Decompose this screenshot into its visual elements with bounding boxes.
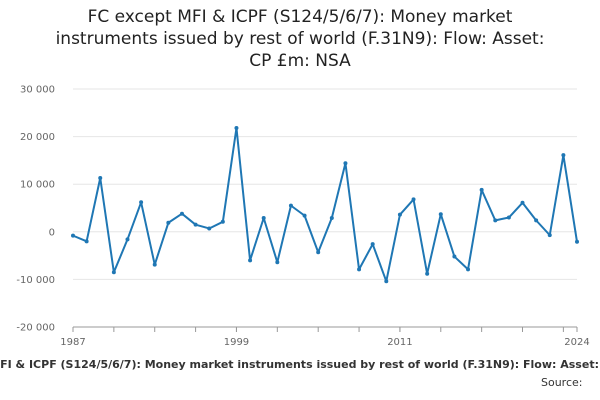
data-point bbox=[493, 218, 498, 223]
data-point bbox=[152, 262, 157, 267]
data-point bbox=[71, 233, 75, 238]
data-point bbox=[397, 212, 402, 217]
x-tick-label: 1999 bbox=[224, 337, 249, 348]
data-point bbox=[207, 226, 212, 231]
data-point bbox=[506, 215, 511, 220]
y-tick-label: 10 000 bbox=[20, 180, 55, 191]
footer-title: FC except MFI & ICPF (S124/5/6/7): Money… bbox=[0, 358, 600, 371]
data-point bbox=[425, 271, 430, 276]
data-point bbox=[520, 200, 525, 205]
y-tick-label: -20 000 bbox=[16, 323, 55, 334]
data-point bbox=[575, 239, 579, 244]
data-point bbox=[125, 237, 130, 242]
chart-title-line-2: instruments issued by rest of world (F.3… bbox=[55, 29, 545, 49]
data-point bbox=[193, 222, 198, 227]
data-point bbox=[302, 213, 307, 218]
data-point bbox=[248, 258, 253, 263]
x-tick-label: 2011 bbox=[387, 337, 412, 348]
y-tick-label: -10 000 bbox=[16, 275, 55, 286]
data-point bbox=[411, 197, 416, 202]
footer-source-strip: Source: bbox=[0, 376, 600, 396]
chart-title-line-3: CP £m: NSA bbox=[249, 51, 351, 71]
series bbox=[72, 127, 578, 283]
data-point bbox=[111, 270, 116, 275]
data-point bbox=[438, 212, 443, 217]
data-point bbox=[139, 200, 144, 205]
data-point bbox=[316, 250, 321, 255]
y-tick-label: 30 000 bbox=[20, 85, 55, 96]
footer-title-strip: FC except MFI & ICPF (S124/5/6/7): Money… bbox=[0, 358, 600, 378]
data-point bbox=[357, 267, 362, 272]
data-point bbox=[384, 279, 389, 284]
data-point bbox=[166, 220, 171, 225]
data-point bbox=[343, 161, 348, 166]
data-points bbox=[71, 126, 579, 284]
data-point bbox=[479, 187, 484, 192]
y-tick-label: 20 000 bbox=[20, 132, 55, 143]
data-point bbox=[547, 233, 552, 238]
data-point bbox=[561, 153, 566, 158]
y-tick-label: 0 bbox=[49, 227, 55, 238]
data-point bbox=[234, 126, 239, 131]
data-point bbox=[98, 176, 103, 181]
data-point bbox=[261, 215, 266, 220]
footer-source: Source: bbox=[541, 376, 583, 389]
axes bbox=[72, 326, 578, 332]
data-point bbox=[534, 218, 539, 223]
data-point bbox=[288, 203, 293, 208]
x-tick-label: 2024 bbox=[564, 337, 589, 348]
x-axis-ticks: 1987 1999 2011 2024 bbox=[60, 337, 589, 348]
data-point bbox=[84, 239, 89, 244]
chart-title-line-1: FC except MFI & ICPF (S124/5/6/7): Money… bbox=[87, 7, 513, 27]
x-tick-label: 1987 bbox=[60, 337, 85, 348]
data-point bbox=[466, 267, 471, 272]
data-point bbox=[452, 254, 457, 259]
data-point bbox=[370, 242, 375, 247]
data-point bbox=[220, 219, 225, 224]
data-point bbox=[179, 211, 184, 216]
data-point bbox=[329, 215, 334, 220]
data-point bbox=[275, 260, 280, 265]
gridlines bbox=[73, 88, 577, 280]
series-line bbox=[72, 127, 578, 283]
y-axis-ticks: -20 000 -10 000 0 10 000 20 000 30 000 bbox=[16, 85, 55, 334]
chart-title: FC except MFI & ICPF (S124/5/6/7): Money… bbox=[0, 6, 600, 72]
